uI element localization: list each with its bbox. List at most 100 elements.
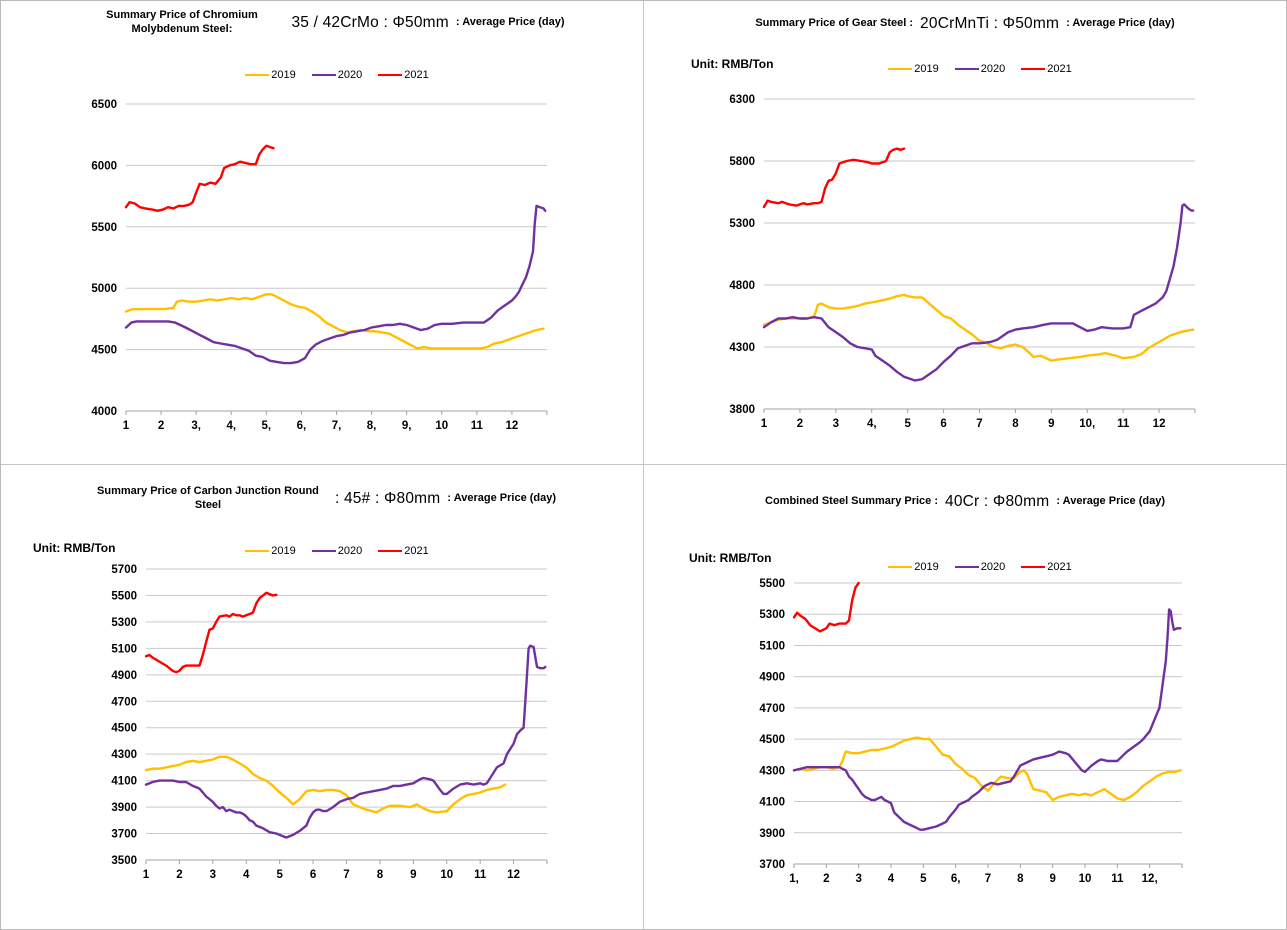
legend-label: 2019 — [914, 63, 939, 75]
x-tick-label: 1 — [143, 869, 150, 881]
y-tick-label: 5300 — [759, 609, 785, 621]
x-tick-label: 5 — [920, 873, 927, 885]
y-tick-label: 4000 — [91, 406, 117, 418]
x-tick-label: 2 — [823, 873, 829, 885]
x-tick-label: 8 — [1012, 418, 1019, 430]
legend-line-swatch — [954, 68, 979, 70]
y-tick-label: 6300 — [729, 94, 755, 106]
x-tick-label: 9 — [1049, 873, 1055, 885]
x-tick-label: 11 — [1111, 873, 1124, 885]
y-tick-label: 5300 — [729, 218, 755, 230]
x-tick-label: 9, — [402, 420, 412, 432]
legend-item-2021: 2021 — [378, 545, 429, 557]
x-tick-label: 2 — [158, 420, 164, 432]
legend-line-swatch — [378, 550, 403, 552]
y-tick-label: 4100 — [759, 797, 785, 809]
legend-item-2019: 2019 — [245, 545, 296, 557]
y-tick-label: 4700 — [759, 703, 785, 715]
legend-line-swatch — [1021, 566, 1046, 568]
x-tick-label: 6, — [951, 873, 961, 885]
y-tick-label: 5800 — [729, 156, 755, 168]
legend-label: 2020 — [980, 63, 1006, 75]
legend-item-2020: 2020 — [311, 69, 363, 81]
series-line-2020 — [762, 203, 1195, 382]
legend-label: 2020 — [337, 545, 363, 557]
x-tick-label: 3, — [191, 420, 201, 432]
x-tick-label: 10 — [1079, 873, 1092, 885]
legend-item-2019: 2019 — [888, 63, 939, 75]
series-line-2021 — [792, 581, 860, 633]
x-tick-label: 6 — [310, 869, 316, 881]
y-tick-label: 4300 — [111, 749, 137, 761]
legend-item-2021: 2021 — [1021, 561, 1072, 573]
x-tick-label: 12 — [507, 869, 520, 881]
y-tick-label: 4700 — [111, 696, 137, 708]
y-tick-label: 4500 — [111, 723, 137, 735]
x-tick-label: 4 — [888, 873, 895, 885]
legend-line-swatch — [378, 74, 403, 76]
legend-item-2019: 2019 — [888, 561, 939, 573]
x-tick-label: 6, — [297, 420, 307, 432]
x-tick-label: 12 — [506, 420, 519, 432]
x-tick-label: 7 — [985, 873, 991, 885]
x-tick-label: 2 — [797, 418, 803, 430]
legend-label: 2021 — [1047, 561, 1072, 573]
x-tick-label: 8 — [1017, 873, 1024, 885]
x-tick-label: 1 — [123, 420, 130, 432]
legend: 2019 2020 2021 — [71, 545, 603, 557]
chart-panel-gear-steel: Summary Price of Gear Steel : 20CrMnTi :… — [644, 1, 1286, 464]
x-tick-label: 12 — [1153, 418, 1166, 430]
y-tick-label: 4900 — [759, 672, 785, 684]
y-tick-label: 5300 — [111, 617, 137, 629]
x-tick-label: 10, — [1079, 418, 1095, 430]
x-tick-label: 2 — [176, 869, 182, 881]
x-tick-label: 10 — [435, 420, 448, 432]
y-tick-label: 3800 — [729, 404, 755, 416]
legend-item-2020: 2020 — [954, 561, 1006, 573]
y-tick-label: 5500 — [111, 590, 137, 602]
unit-label: Unit: RMB/Ton — [691, 57, 774, 71]
legend-label: 2020 — [337, 69, 363, 81]
y-tick-label: 4800 — [729, 280, 755, 292]
legend-label: 2019 — [914, 561, 939, 573]
x-tick-label: 12, — [1142, 873, 1158, 885]
legend-label: 2021 — [404, 545, 429, 557]
x-tick-label: 8 — [377, 869, 384, 881]
series-line-2019 — [762, 293, 1195, 362]
unit-label: Unit: RMB/Ton — [33, 541, 116, 555]
y-tick-label: 5500 — [759, 578, 785, 590]
legend-label: 2020 — [980, 561, 1006, 573]
x-tick-label: 1, — [789, 873, 799, 885]
line-chart: 3700 3900 4100 4300 4500 4700 4900 5100 5300 5500… — [759, 578, 1183, 885]
x-tick-label: 10 — [440, 869, 453, 881]
series-line-2021 — [124, 144, 275, 213]
legend-line-swatch — [954, 566, 979, 568]
series-line-2020 — [124, 204, 547, 365]
series-line-2020 — [144, 644, 547, 839]
chart-panel-carbon-round-steel: Summary Price of Carbon Junction Round S… — [1, 465, 643, 929]
legend-line-swatch — [245, 74, 270, 76]
x-tick-label: 3 — [210, 869, 216, 881]
x-tick-label: 4, — [226, 420, 236, 432]
y-tick-label: 5100 — [111, 643, 137, 655]
x-tick-label: 5 — [276, 869, 283, 881]
legend-label: 2019 — [271, 69, 296, 81]
y-tick-label: 6000 — [91, 160, 117, 172]
series-line-2020 — [792, 608, 1182, 831]
x-tick-label: 4 — [243, 869, 250, 881]
y-tick-label: 3900 — [111, 802, 137, 814]
x-tick-label: 11 — [474, 869, 487, 881]
x-tick-label: 11 — [471, 420, 484, 432]
y-tick-label: 5100 — [759, 640, 785, 652]
series-line-2019 — [792, 736, 1182, 802]
y-tick-label: 4900 — [111, 670, 137, 682]
series-line-2019 — [124, 293, 545, 350]
line-chart: 3500 3700 3900 4100 4300 4500 4700 4900 5100 5300… — [111, 564, 548, 881]
legend-line-swatch — [888, 68, 913, 70]
legend-item-2021: 2021 — [378, 69, 429, 81]
legend-line-swatch — [311, 550, 336, 552]
legend-label: 2021 — [404, 69, 429, 81]
chart-panel-chromium-molybdenum: Summary Price of Chromium Molybdenum Ste… — [1, 1, 643, 464]
